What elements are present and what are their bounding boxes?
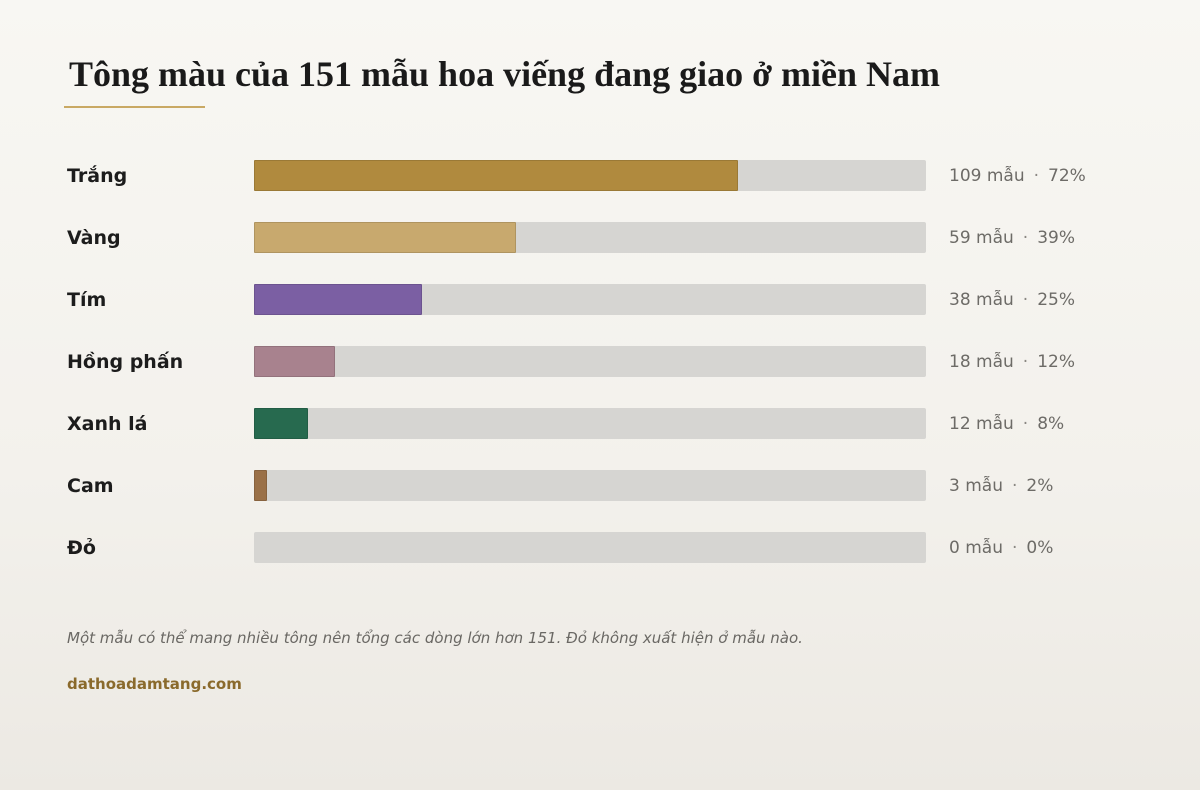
bar bbox=[254, 284, 422, 315]
bar bbox=[254, 222, 517, 253]
separator-dot: · bbox=[1022, 352, 1029, 372]
bar-row: Vàng 59 mẫu · 39% bbox=[0, 222, 1200, 254]
bar-track bbox=[254, 408, 926, 439]
count-label: 12 mẫu bbox=[949, 414, 1014, 434]
count-label: 38 mẫu bbox=[949, 290, 1014, 310]
category-label: Trắng bbox=[67, 165, 128, 187]
bar bbox=[254, 408, 308, 439]
count-label: 109 mẫu bbox=[949, 166, 1025, 186]
bar bbox=[254, 470, 268, 501]
chart-title: Tông màu của 151 mẫu hoa viếng đang giao… bbox=[69, 54, 941, 94]
separator-dot: · bbox=[1022, 414, 1029, 434]
value-label: 3 mẫu · 2% bbox=[949, 475, 1053, 497]
source-credit: dathoadamtang.com bbox=[67, 675, 242, 693]
footnote: Một mẫu có thể mang nhiều tông nên tổng … bbox=[67, 629, 803, 647]
bar-track bbox=[254, 284, 926, 315]
bar-track bbox=[254, 160, 926, 191]
value-label: 18 mẫu · 12% bbox=[949, 351, 1075, 373]
bar bbox=[254, 346, 335, 377]
value-label: 12 mẫu · 8% bbox=[949, 413, 1064, 435]
bar-track bbox=[254, 532, 926, 563]
category-label: Đỏ bbox=[67, 537, 96, 559]
separator-dot: · bbox=[1022, 290, 1029, 310]
count-label: 3 mẫu bbox=[949, 476, 1003, 496]
category-label: Xanh lá bbox=[67, 413, 148, 435]
percent-label: 39% bbox=[1037, 228, 1075, 248]
bar-chart: Trắng 109 mẫu · 72% Vàng 59 mẫu · 39% Tím 38 mẫu ·… bbox=[0, 160, 1200, 564]
separator-dot: · bbox=[1011, 538, 1018, 558]
count-label: 59 mẫu bbox=[949, 228, 1014, 248]
bar-row: Trắng 109 mẫu · 72% bbox=[0, 160, 1200, 192]
bar-track bbox=[254, 346, 926, 377]
count-label: 0 mẫu bbox=[949, 538, 1003, 558]
bar bbox=[254, 160, 738, 191]
category-label: Vàng bbox=[67, 227, 121, 249]
percent-label: 25% bbox=[1037, 290, 1075, 310]
bar-row: Tím 38 mẫu · 25% bbox=[0, 284, 1200, 316]
bar-row: Đỏ 0 mẫu · 0% bbox=[0, 532, 1200, 564]
category-label: Cam bbox=[67, 475, 114, 497]
separator-dot: · bbox=[1022, 228, 1029, 248]
percent-label: 0% bbox=[1026, 538, 1054, 558]
percent-label: 8% bbox=[1037, 414, 1065, 434]
bar-row: Xanh lá 12 mẫu · 8% bbox=[0, 408, 1200, 440]
count-label: 18 mẫu bbox=[949, 352, 1014, 372]
percent-label: 2% bbox=[1026, 476, 1054, 496]
category-label: Tím bbox=[67, 289, 107, 311]
title-underline bbox=[64, 106, 205, 108]
value-label: 59 mẫu · 39% bbox=[949, 227, 1075, 249]
category-label: Hồng phấn bbox=[67, 351, 184, 373]
percent-label: 12% bbox=[1037, 352, 1075, 372]
bar-track bbox=[254, 222, 926, 253]
percent-label: 72% bbox=[1048, 166, 1086, 186]
value-label: 38 mẫu · 25% bbox=[949, 289, 1075, 311]
separator-dot: · bbox=[1011, 476, 1018, 496]
value-label: 0 mẫu · 0% bbox=[949, 537, 1053, 559]
value-label: 109 mẫu · 72% bbox=[949, 165, 1086, 187]
bar-row: Hồng phấn 18 mẫu · 12% bbox=[0, 346, 1200, 378]
separator-dot: · bbox=[1033, 166, 1040, 186]
bar-row: Cam 3 mẫu · 2% bbox=[0, 470, 1200, 502]
bar-track bbox=[254, 470, 926, 501]
